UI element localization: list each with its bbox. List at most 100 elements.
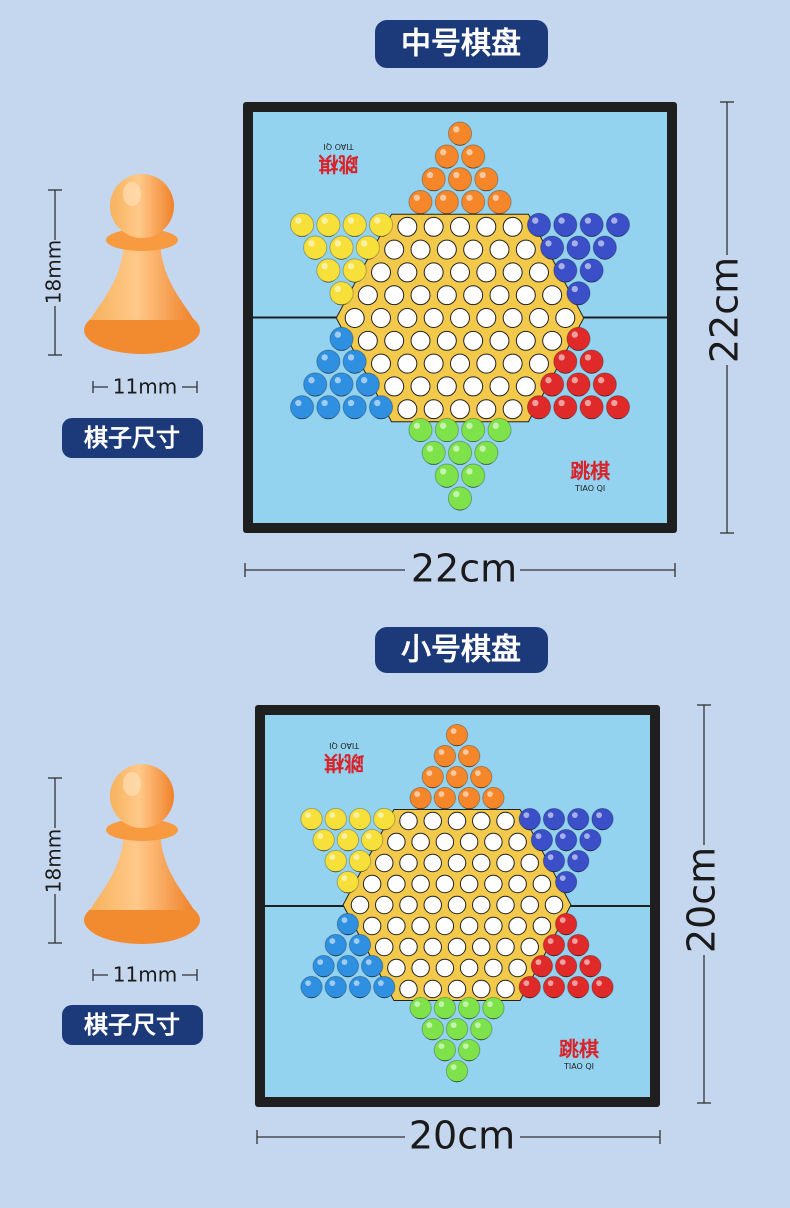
- peg: [316, 395, 341, 420]
- peg-highlight: [347, 217, 355, 224]
- peg-highlight: [438, 1043, 445, 1050]
- section-title: 中号棋盘: [401, 27, 521, 62]
- hole: [459, 958, 479, 978]
- hole: [544, 895, 564, 915]
- board-height: 20cm: [680, 847, 724, 953]
- hole: [384, 330, 405, 351]
- peg: [457, 744, 481, 768]
- peg-highlight: [571, 854, 578, 861]
- hole: [362, 874, 382, 894]
- hole: [496, 937, 515, 957]
- board-logo-en: TIAO QI: [323, 142, 354, 151]
- hole: [515, 330, 536, 351]
- board-logo: 跳棋: [324, 751, 364, 775]
- peg: [348, 933, 372, 957]
- peg-highlight: [611, 217, 618, 224]
- peg-highlight: [545, 240, 552, 247]
- hole: [411, 832, 430, 852]
- peg-highlight: [305, 980, 312, 987]
- peg-highlight: [466, 422, 473, 429]
- peg: [342, 212, 367, 237]
- peg-highlight: [584, 354, 592, 361]
- peg-highlight: [439, 422, 447, 429]
- peg: [329, 372, 354, 397]
- peg-highlight: [479, 171, 486, 179]
- peg: [355, 372, 380, 397]
- peg-highlight: [317, 959, 324, 966]
- peg: [457, 996, 481, 1020]
- peg-highlight: [321, 399, 328, 407]
- hole: [397, 353, 418, 374]
- peg-highlight: [545, 377, 552, 384]
- peg-highlight: [547, 938, 554, 945]
- peg-highlight: [571, 285, 578, 293]
- hole: [450, 308, 470, 328]
- peg: [300, 807, 323, 831]
- peg: [591, 975, 614, 999]
- peg-highlight: [374, 217, 381, 224]
- peg: [553, 258, 578, 283]
- label-bg: [40, 240, 70, 306]
- peg-highlight: [450, 728, 457, 735]
- peg: [368, 395, 394, 420]
- peg: [329, 235, 354, 260]
- hole: [423, 399, 444, 420]
- peg: [487, 417, 512, 443]
- peg: [409, 786, 432, 810]
- caption-pill: [62, 1005, 203, 1045]
- hole: [371, 262, 391, 283]
- piece-height: 18mm: [42, 240, 66, 304]
- hole: [515, 285, 536, 306]
- peg: [300, 975, 323, 999]
- peg: [567, 807, 590, 831]
- hole: [387, 874, 406, 894]
- hole: [436, 239, 457, 260]
- peg-highlight: [365, 959, 372, 966]
- peg-highlight: [308, 240, 315, 247]
- peg: [530, 954, 554, 978]
- peg: [434, 189, 459, 215]
- board-height: 22cm: [703, 257, 747, 363]
- piece-caption: 棋子尺寸: [84, 424, 180, 452]
- peg-highlight: [474, 770, 481, 777]
- section-title: 小号棋盘: [401, 633, 521, 668]
- peg-highlight: [439, 149, 447, 156]
- pawn: [84, 764, 200, 944]
- hole: [459, 832, 479, 852]
- peg-highlight: [611, 399, 618, 407]
- hole: [489, 376, 510, 397]
- peg: [457, 1038, 481, 1062]
- hole: [436, 285, 457, 306]
- peg: [324, 975, 347, 999]
- peg-highlight: [466, 149, 473, 156]
- peg: [554, 954, 578, 978]
- peg-highlight: [438, 749, 445, 756]
- peg: [373, 975, 396, 999]
- hole: [411, 916, 430, 936]
- peg-highlight: [329, 938, 336, 945]
- label-bg: [108, 965, 182, 985]
- peg-highlight: [453, 126, 460, 133]
- peg: [566, 281, 591, 306]
- peg: [447, 121, 473, 146]
- hole: [397, 399, 418, 420]
- hole: [489, 285, 510, 306]
- peg: [342, 258, 367, 283]
- peg: [553, 395, 578, 420]
- peg-highlight: [353, 980, 360, 987]
- hole: [508, 916, 527, 936]
- hole: [375, 937, 394, 957]
- peg-highlight: [347, 263, 355, 270]
- peg: [447, 440, 473, 465]
- peg: [554, 912, 578, 936]
- peg-highlight: [474, 1022, 481, 1029]
- hole: [384, 376, 405, 397]
- peg: [289, 395, 315, 420]
- peg-highlight: [414, 791, 421, 798]
- hole: [459, 874, 479, 894]
- peg-highlight: [558, 263, 565, 270]
- peg: [408, 189, 433, 215]
